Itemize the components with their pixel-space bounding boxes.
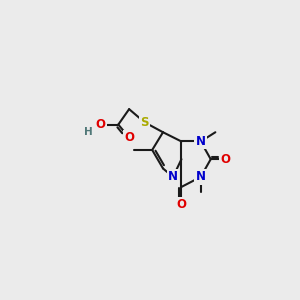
- Text: O: O: [124, 131, 134, 144]
- Text: O: O: [96, 118, 106, 131]
- Text: O: O: [220, 153, 230, 166]
- Text: O: O: [176, 198, 187, 211]
- Text: N: N: [168, 170, 178, 183]
- Text: H: H: [84, 127, 93, 137]
- Text: N: N: [196, 135, 206, 148]
- Text: S: S: [140, 116, 149, 129]
- Text: N: N: [196, 170, 206, 183]
